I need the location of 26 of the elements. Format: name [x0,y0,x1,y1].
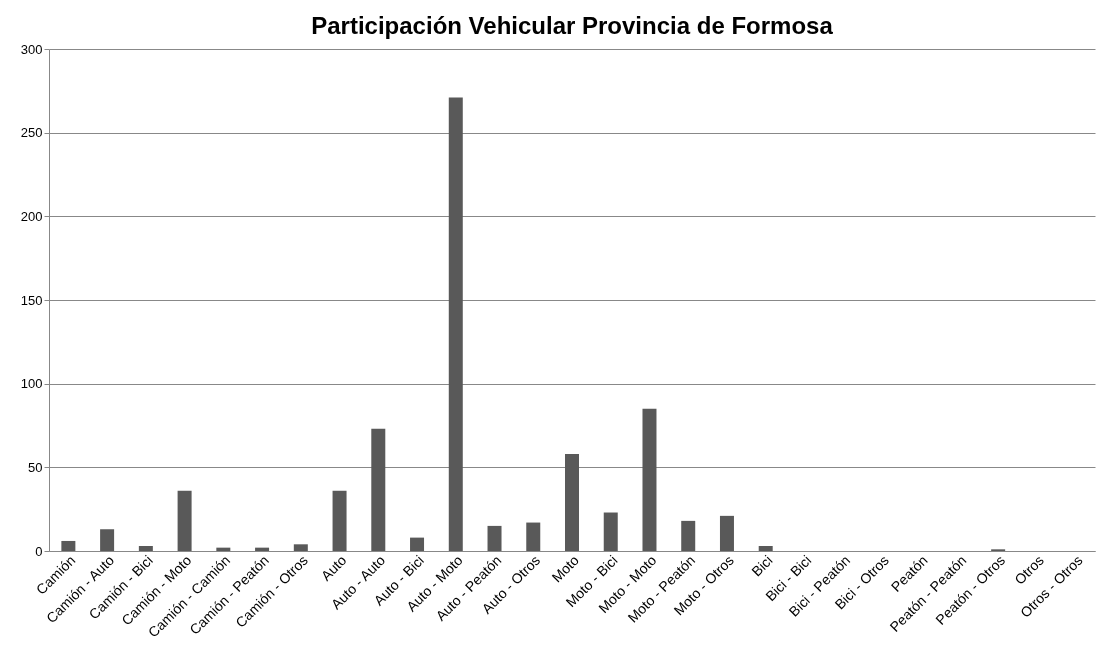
y-tick-label: 100 [20,376,43,392]
bar [448,97,463,551]
y-tick-label: 200 [20,208,43,224]
y-tick-label: 250 [20,125,43,141]
bar [332,490,347,551]
bar [487,525,502,551]
chart-title: Participación Vehicular Provincia de Formosa [311,12,834,39]
y-tick-label: 150 [20,292,43,308]
bar [719,515,734,551]
bar [293,544,308,551]
bar [642,408,657,551]
bar [138,545,153,551]
bar [410,537,425,551]
bar [565,453,579,551]
y-tick-label: 50 [28,459,43,475]
bar [681,520,696,551]
bar [603,512,618,551]
bar [100,529,115,551]
y-tick-label: 300 [20,41,43,57]
bar [758,545,773,551]
y-tick-label: 0 [35,543,43,559]
bar [61,540,76,551]
bar [526,522,541,551]
bar [371,428,386,551]
bar [177,490,192,551]
x-tick-label: Bici [748,552,776,580]
